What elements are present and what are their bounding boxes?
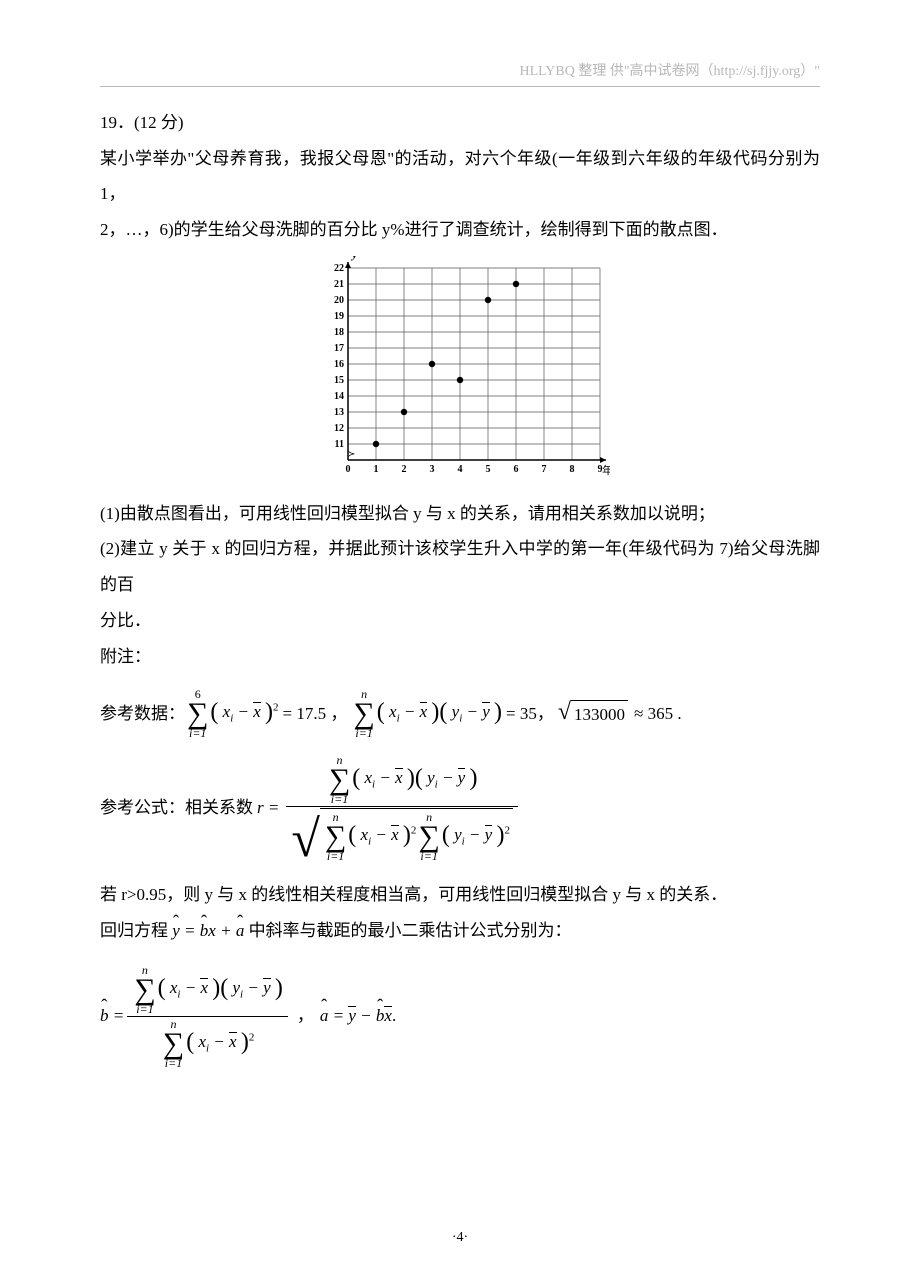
question-2-line-1: (2)建立 y 关于 x 的回归方程，并据此预计该校学生升入中学的第一年(年级代… [100, 531, 820, 602]
reference-formula-row: 参考公式：相关系数 r = n ∑ i=1 ( xi − x )( yi − y… [100, 753, 820, 863]
a-formula: a = y − bx [320, 1004, 392, 1028]
svg-text:19: 19 [334, 311, 344, 322]
svg-text:8: 8 [570, 464, 575, 475]
term-xx2: ( xi − x )2 [210, 700, 278, 727]
term-xy: ( xi − x )( yi − y ) [377, 700, 502, 727]
eq1-value: = 17.5 ， [283, 702, 348, 726]
svg-text:4: 4 [458, 464, 463, 475]
r-fraction: n ∑ i=1 ( xi − x )( yi − y ) √ n ∑ i= [286, 753, 518, 863]
svg-text:14: 14 [334, 391, 344, 402]
svg-text:21: 21 [334, 279, 344, 290]
svg-text:6: 6 [514, 464, 519, 475]
page-header: HLLYBQ 整理 供"高中试卷网（http://sj.fjjy.org）" [100, 60, 820, 87]
svg-text:15: 15 [334, 375, 344, 386]
svg-text:5: 5 [486, 464, 491, 475]
regression-eq-label: 回归方程 y = bx + a 中斜率与截距的最小二乘估计公式分别为： [100, 913, 820, 949]
svg-text:12: 12 [334, 423, 344, 434]
question-2-line-2: 分比． [100, 603, 820, 639]
problem-text-line-1: 某小学举办"父母养育我，我报父母恩"的活动，对六个年级(一年级到六年级的年级代码… [100, 141, 820, 212]
reference-data-row: 参考数据： 6 ∑ i=1 ( xi − x )2 = 17.5 ， n ∑ i… [100, 688, 820, 739]
sqrt-term: √ 133000 [558, 700, 628, 727]
svg-text:0: 0 [346, 464, 351, 475]
svg-text:11: 11 [335, 439, 344, 450]
question-1: (1)由散点图看出，可用线性回归模型拟合 y 与 x 的关系，请用相关系数加以说… [100, 496, 820, 532]
r-threshold-note: 若 r>0.95，则 y 与 x 的线性相关程度相当高，可用线性回归模型拟合 y… [100, 877, 820, 913]
problem-text-line-2: 2，…，6)的学生给父母洗脚的百分比 y%进行了调查统计，绘制得到下面的散点图． [100, 212, 820, 248]
page: HLLYBQ 整理 供"高中试卷网（http://sj.fjjy.org）" 1… [0, 0, 920, 1274]
svg-text:22: 22 [334, 263, 344, 274]
page-number: ·4· [0, 1230, 920, 1246]
svg-text:20: 20 [334, 295, 344, 306]
svg-text:2: 2 [402, 464, 407, 475]
svg-text:17: 17 [334, 343, 344, 354]
scatter-chart: 0123456789111213141516171819202122y年级代码 … [100, 256, 820, 486]
appendix-label: 附注： [100, 639, 820, 675]
problem-number: 19．(12 分) [100, 105, 820, 141]
sigma-icon: 6 ∑ i=1 [187, 688, 208, 739]
eq2-value: = 35， [506, 702, 554, 726]
svg-text:13: 13 [334, 407, 344, 418]
b-a-formula-row: b = n ∑ i=1 ( xi − x )( yi − y ) n ∑ i=1 [100, 963, 820, 1070]
svg-text:y: y [350, 256, 358, 261]
svg-text:≻: ≻ [347, 449, 355, 460]
b-fraction: n ∑ i=1 ( xi − x )( yi − y ) n ∑ i=1 ( x… [127, 963, 288, 1070]
reference-data-label: 参考数据： [100, 702, 185, 726]
svg-text:18: 18 [334, 327, 344, 338]
sigma-icon: n ∑ i=1 [353, 688, 374, 739]
svg-text:16: 16 [334, 359, 344, 370]
eq3-value: ≈ 365 . [634, 702, 682, 726]
reference-formula-label: 参考公式：相关系数 [100, 796, 253, 820]
svg-text:1: 1 [374, 464, 379, 475]
svg-text:3: 3 [430, 464, 435, 475]
svg-text:7: 7 [542, 464, 547, 475]
svg-text:年级代码 x: 年级代码 x [602, 463, 610, 477]
